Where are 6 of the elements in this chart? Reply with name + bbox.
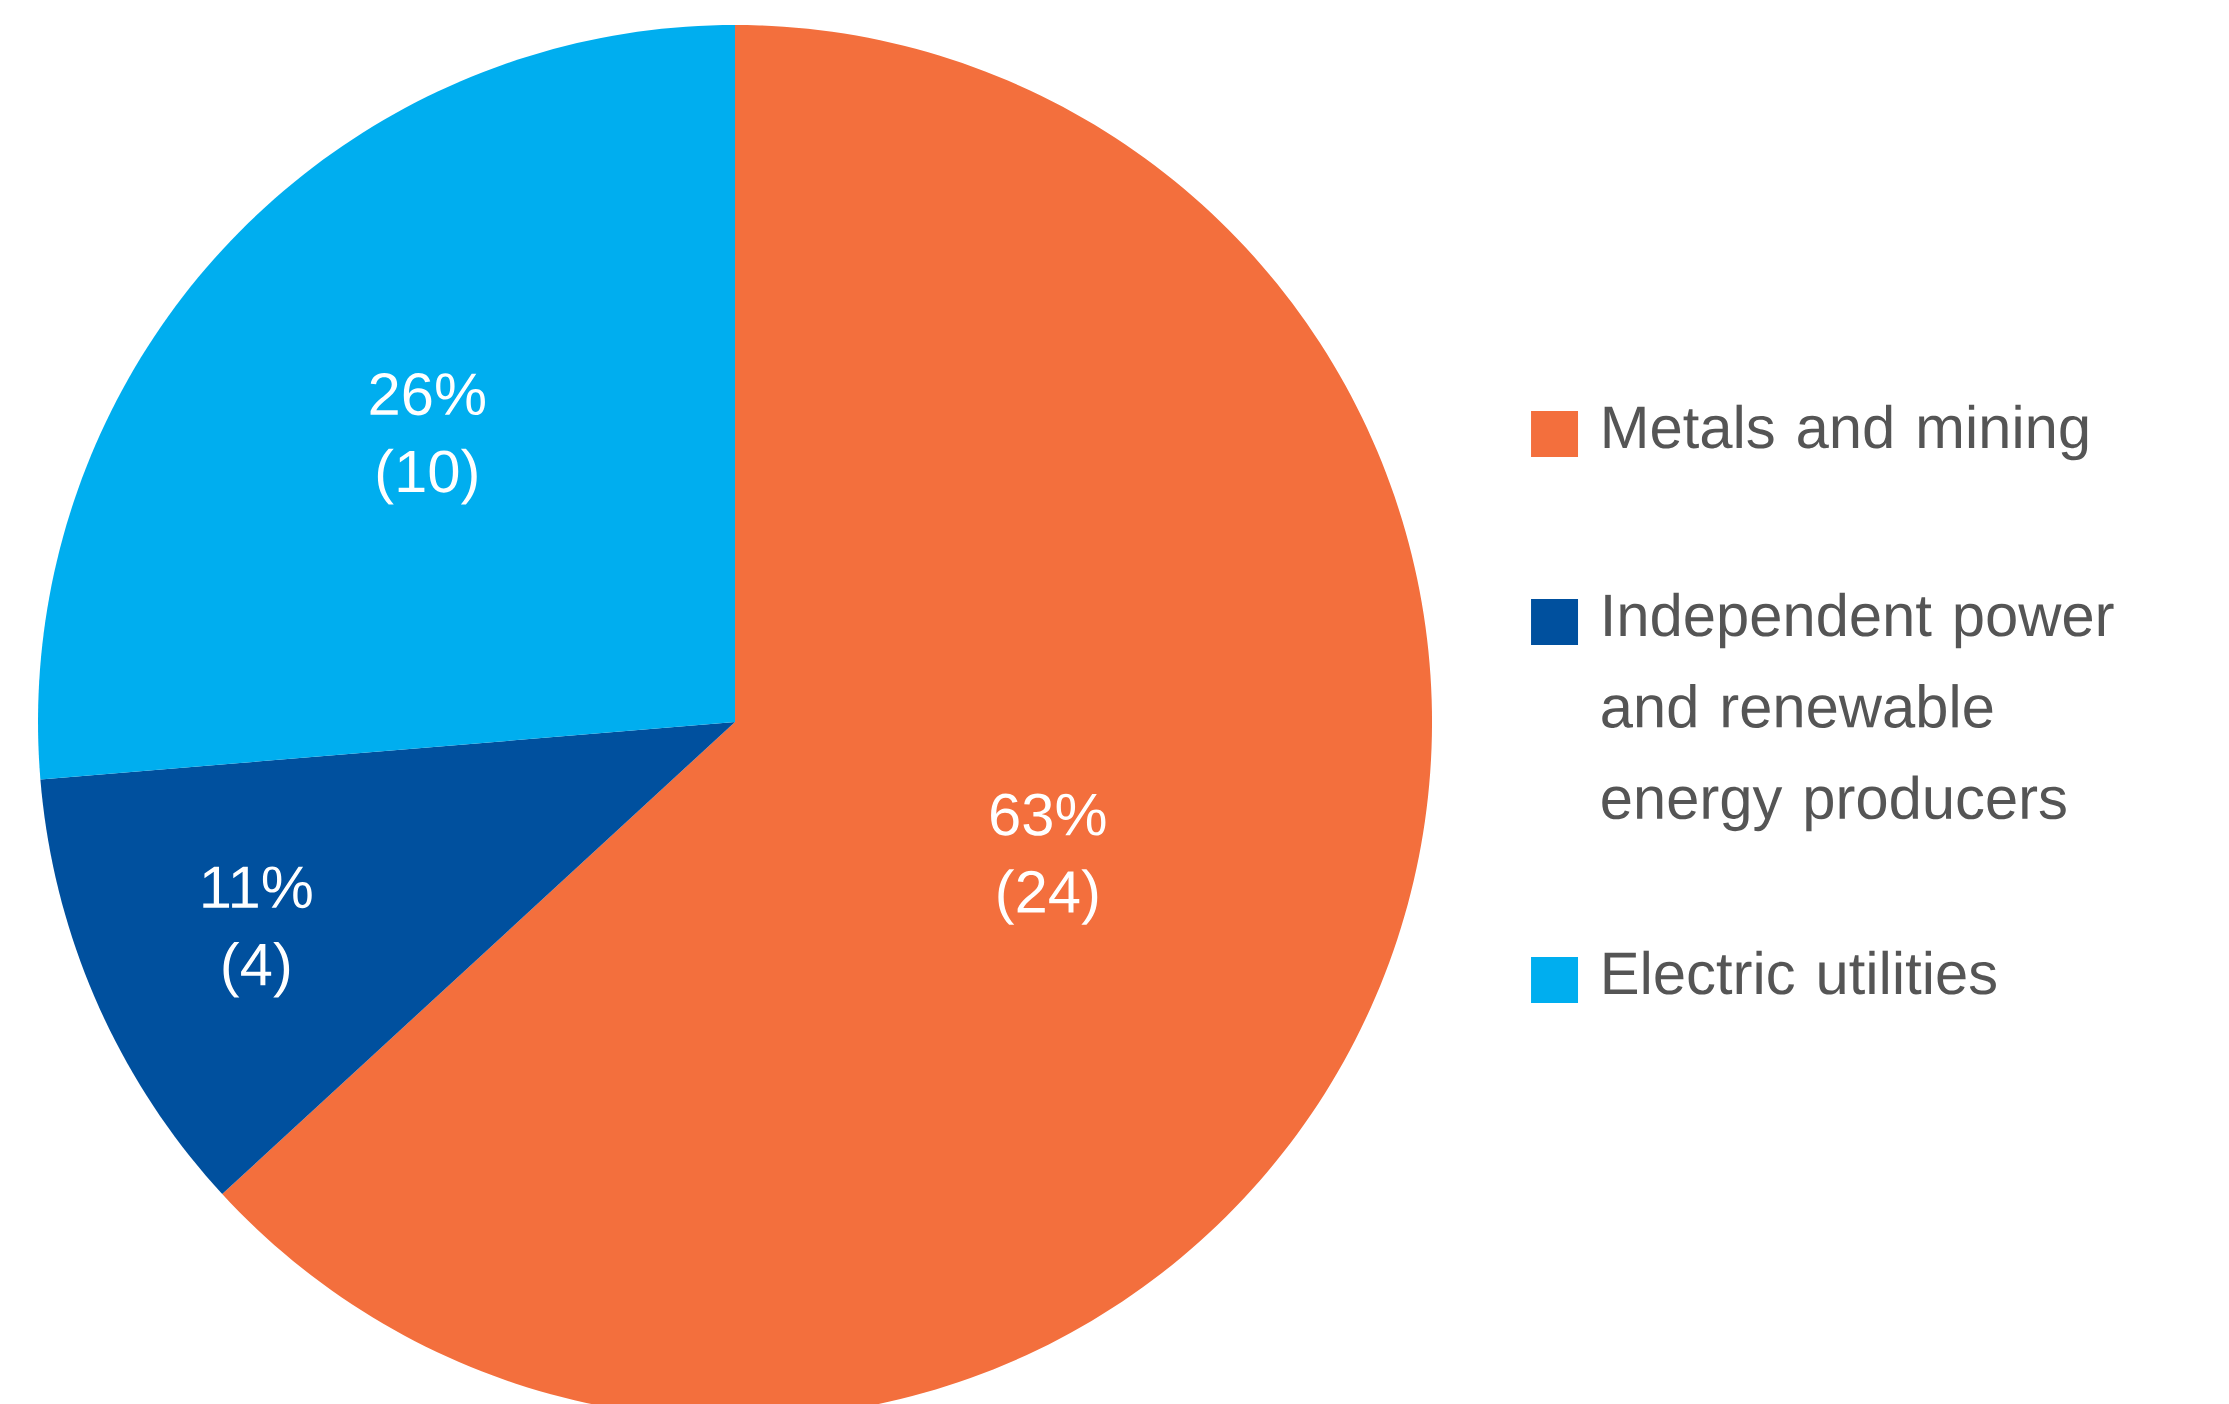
data-label: 26% (10) xyxy=(370,373,485,505)
legend-label: Metals and mining xyxy=(1604,404,2088,461)
data-label: 11% (4) xyxy=(203,866,312,998)
legend-label: Electric utilities xyxy=(1604,950,1996,995)
legend-label: Independent power and renewable energy producers xyxy=(1602,592,2114,832)
data-label: 63% (24) xyxy=(991,793,1106,925)
